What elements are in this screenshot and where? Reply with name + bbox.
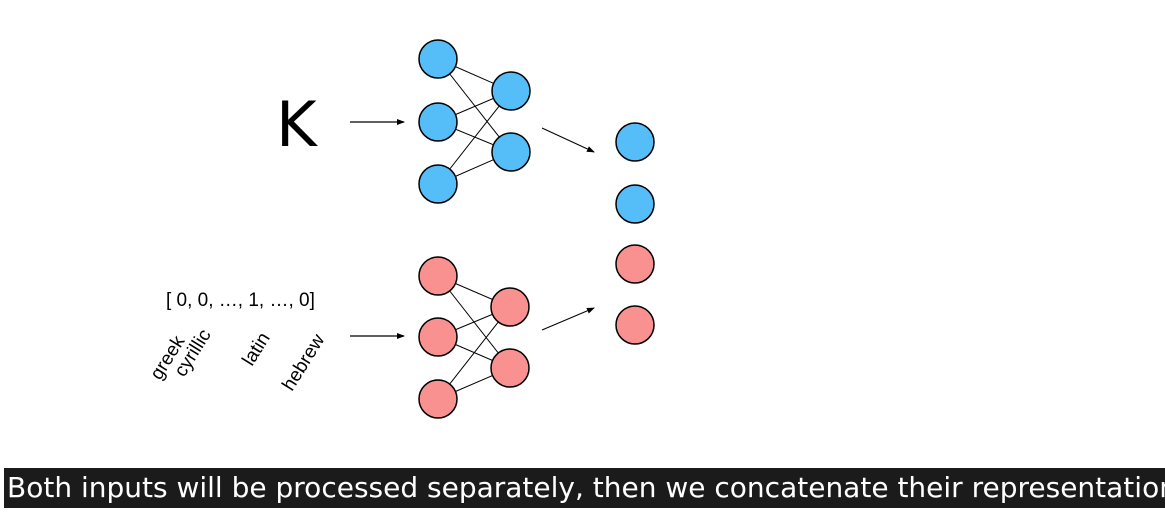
image-hidden-node [491,71,531,111]
script-input-node [418,379,458,419]
concat-node-red [615,305,655,345]
script-label-hebrew: hebrew [278,330,329,394]
script-output-arrow [541,307,595,331]
image-output-arrow [541,127,595,153]
script-hidden-node [490,287,530,327]
script-input-node [418,317,458,357]
concatenated-representation [615,122,655,345]
script-hidden-node [490,348,530,388]
one-hot-vector-label: [ 0, 0, …, 1, …, 0] [166,290,315,311]
image-hidden-node [491,132,531,172]
script-label-latin: latin [238,329,274,370]
image-input-node [418,102,458,142]
subtitle-caption: Both inputs will be processed separately… [4,468,1165,508]
image-network-nodes [418,39,531,204]
concat-node-blue [615,122,655,162]
concat-node-blue [615,184,655,224]
script-input-node [418,256,458,296]
image-input-node [418,39,458,79]
script-network-nodes [418,256,530,419]
input-glyph: K [276,88,318,161]
concat-node-red [615,244,655,284]
image-input-node [418,164,458,204]
